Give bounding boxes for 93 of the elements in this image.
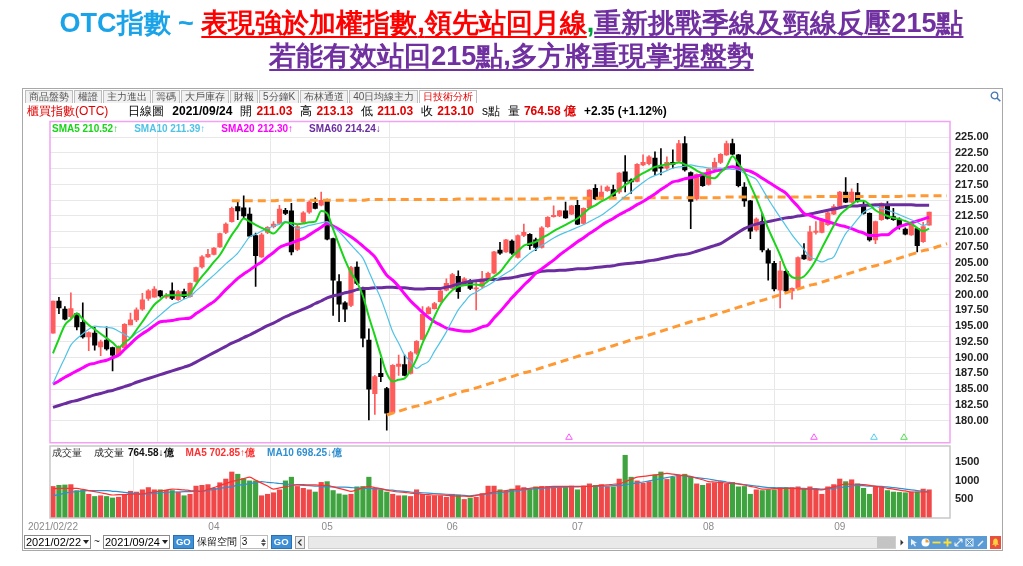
button: GO xyxy=(172,535,194,549)
y-tick-label: 220.00 xyxy=(955,161,989,174)
x-tick-label: 05 xyxy=(321,520,334,532)
text: 保留空間 xyxy=(196,536,237,548)
chart-title: 櫃買指數(OTC) xyxy=(27,104,109,118)
bar xyxy=(92,496,98,518)
chart-title: 成交量 xyxy=(52,447,82,459)
y-tick-label: 207.50 xyxy=(955,240,989,253)
bar xyxy=(700,485,706,518)
text: 2021/09/24 xyxy=(104,535,160,549)
y-tick-label: 180.00 xyxy=(955,413,989,426)
text: 若能有效站回215點,多方將重現掌握盤勢 xyxy=(269,41,754,71)
text: 高 213.13 xyxy=(300,104,354,118)
text: 量 764.58 億 xyxy=(507,104,576,118)
x-tick-label: 08 xyxy=(703,520,715,532)
x-tick-label: 09 xyxy=(834,520,846,532)
series-label: MA5 702.85↑億 xyxy=(185,447,256,459)
text: 日線圖 xyxy=(128,104,165,118)
text: 低 211.03 xyxy=(361,104,414,118)
text: SMA5 210.52↑ xyxy=(52,122,119,135)
y-tick-label: 222.50 xyxy=(955,146,989,159)
text: 籌碼 xyxy=(152,90,180,103)
button: GO xyxy=(270,535,292,549)
bar xyxy=(348,493,354,518)
text: 主力進出 xyxy=(103,90,151,103)
text: 40日均線主力 xyxy=(349,90,419,103)
y-tick-label: 192.50 xyxy=(955,334,989,347)
bar xyxy=(98,495,104,518)
text: ~ xyxy=(94,536,100,548)
bar xyxy=(50,486,56,518)
text: s點 xyxy=(481,104,500,118)
bar xyxy=(467,497,473,518)
bar xyxy=(497,489,503,518)
y-tick-label: 205.00 xyxy=(955,256,989,269)
y-tick-label: 200.00 xyxy=(955,287,989,300)
bar xyxy=(574,489,581,518)
text: SMA60 214.24↓ xyxy=(309,122,381,135)
x-tick-label: 07 xyxy=(571,520,584,532)
text: 權證 xyxy=(74,90,102,103)
bar xyxy=(312,491,318,518)
y-tick-label: 1500 xyxy=(955,455,980,468)
y-tick-label: 197.50 xyxy=(955,303,989,316)
y-tick-label: 187.50 xyxy=(955,366,989,379)
y-tick-label: 217.50 xyxy=(955,177,989,190)
y-tick-label: 1000 xyxy=(955,473,980,486)
y-tick-label: 182.50 xyxy=(955,397,989,410)
candlestick xyxy=(378,357,384,382)
text: 收 213.10 xyxy=(421,104,474,118)
text: 大戶庫存 xyxy=(181,90,229,103)
x-tick-label: 2021/02/22 xyxy=(27,520,79,532)
text: MA10 698.25↓億 xyxy=(267,447,343,459)
bar xyxy=(372,487,378,518)
text: 日技術分析 xyxy=(419,90,478,103)
candlestick xyxy=(497,242,503,255)
bar xyxy=(86,493,92,518)
text: 財報 xyxy=(230,90,258,103)
text: 5分鐘K xyxy=(259,90,300,103)
x-tick-label: 04 xyxy=(208,520,220,532)
line-series xyxy=(51,203,931,409)
y-tick-label: 195.00 xyxy=(955,319,989,332)
bar xyxy=(509,488,515,518)
text: 商品盤勢 xyxy=(25,90,73,103)
text: SMA10 211.39↑ xyxy=(134,122,206,135)
y-tick-label: 185.00 xyxy=(955,382,989,395)
y-tick-label: 500 xyxy=(955,492,974,505)
bar xyxy=(461,499,467,518)
y-tick-label: 212.50 xyxy=(955,209,989,221)
bar xyxy=(801,487,807,518)
text: +2.35 (+1.12%) xyxy=(583,104,667,118)
text: OTC指數 ~ 表現強於加權指數,領先站回月線,重新挑戰季線及頸線反壓215點 xyxy=(59,8,964,38)
text: 布林通道 xyxy=(300,90,349,103)
line-series xyxy=(385,242,949,417)
text: SMA20 212.30↑ xyxy=(221,122,294,135)
bar xyxy=(753,489,759,518)
bar xyxy=(664,479,670,518)
bar xyxy=(670,476,676,518)
bar xyxy=(610,486,616,518)
text: 開 211.03 xyxy=(240,104,293,118)
y-tick-label: 190.00 xyxy=(955,350,989,363)
x-tick-label: 06 xyxy=(446,520,459,532)
annotation: 成交量 764.58↓億 xyxy=(94,447,174,458)
bar xyxy=(503,490,509,518)
text: 2021/09/24 xyxy=(172,104,233,118)
bar xyxy=(402,495,408,518)
y-tick-label: 210.00 xyxy=(955,224,989,237)
number-field: 3 xyxy=(239,535,268,549)
y-tick-label: 225.00 xyxy=(955,130,989,143)
bar xyxy=(676,474,682,518)
text: 2021/02/22 xyxy=(26,535,82,549)
bar xyxy=(181,495,187,518)
y-tick-label: 215.00 xyxy=(955,193,989,206)
bar xyxy=(694,483,700,518)
y-tick-label: 202.50 xyxy=(955,271,989,284)
